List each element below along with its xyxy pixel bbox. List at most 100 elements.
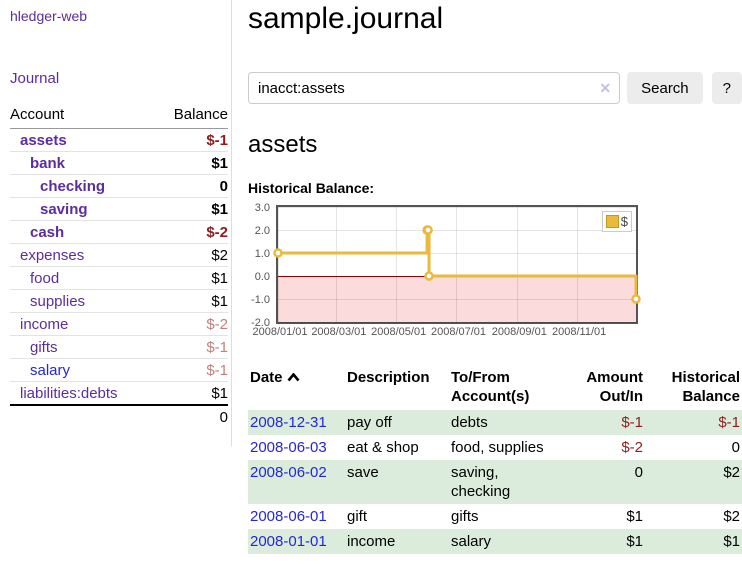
sidebar-item-journal[interactable]: Journal (10, 70, 60, 87)
account-row: salary $-1 (10, 358, 228, 382)
register-date-link[interactable]: 2008-06-02 (250, 464, 327, 481)
account-row: saving $1 (10, 197, 228, 221)
search-input[interactable] (248, 72, 621, 104)
account-link[interactable]: food (30, 269, 60, 287)
account-balance: $1 (211, 154, 228, 172)
account-balance: $1 (211, 292, 228, 310)
register-balance: $2 (723, 464, 740, 481)
register-row: 2008-06-02 save saving, checking 0 $2 (248, 460, 742, 504)
search-form: ✕ Search ? (248, 72, 742, 104)
account-link[interactable]: saving (40, 200, 88, 218)
account-row: assets $-1 (10, 128, 228, 152)
sidebar: hledger-web Journal Account Balance asse… (0, 0, 232, 446)
account-balance: $-1 (206, 131, 228, 149)
account-link[interactable]: gifts (30, 338, 58, 356)
accounts-table: Account Balance assets $-1 bank $1 check… (10, 102, 228, 429)
chart-gridline-horizontal (278, 298, 636, 300)
chart-gridline-vertical (576, 207, 578, 322)
account-balance: 0 (219, 177, 228, 195)
account-balance: $-1 (206, 361, 228, 379)
search-button[interactable]: Search (627, 72, 703, 104)
register-amount: $-1 (621, 414, 643, 431)
account-row: checking 0 (10, 174, 228, 198)
account-link[interactable]: assets (20, 131, 67, 149)
chart-xtick-label: 2008/05/01 (371, 326, 427, 338)
search-input-wrap: ✕ (248, 72, 621, 104)
account-row: food $1 (10, 266, 228, 290)
chart-gridline-horizontal (278, 321, 636, 323)
register-amount: 0 (634, 464, 643, 481)
app-brand-link[interactable]: hledger-web (10, 8, 88, 24)
account-row: expenses $2 (10, 243, 228, 267)
register-balance: $-1 (718, 414, 740, 431)
account-row: cash $-2 (10, 220, 228, 244)
chart-gridline-vertical (456, 207, 457, 322)
register-balance: $2 (723, 508, 740, 525)
chart-ylabels: 3.0 2.0 1.0 0.0 -1.0 -2.0 (248, 202, 272, 329)
account-balance: $1 (211, 384, 228, 402)
account-balance: $-2 (206, 223, 228, 241)
chart-gridline-vertical (277, 207, 279, 322)
account-link[interactable]: income (20, 315, 69, 333)
register-description: income (347, 533, 396, 550)
clear-search-icon[interactable]: ✕ (599, 80, 612, 96)
account-link[interactable]: supplies (30, 292, 86, 310)
chart-ytick-label: 2.0 (254, 225, 270, 237)
accounts-total-row: 0 (10, 405, 228, 429)
register-table: Date Description To/From Account(s) Amou… (248, 366, 742, 554)
register-accounts: salary (451, 533, 492, 550)
accounts-header-balance: Balance (173, 106, 228, 123)
register-header-amount: Amount Out/In (586, 369, 643, 405)
register-accounts: food, supplies (451, 439, 544, 456)
account-link[interactable]: expenses (20, 246, 85, 264)
help-button[interactable]: ? (711, 72, 742, 104)
register-accounts: debts (451, 414, 488, 431)
chart-negative-region (278, 276, 636, 322)
chart-data-point (631, 294, 641, 304)
register-amount: $1 (626, 533, 643, 550)
register-description: save (347, 464, 379, 481)
register-row: 2008-01-01 income salary $1 $1 (248, 529, 742, 554)
register-header-date[interactable]: Date (248, 366, 345, 410)
account-link[interactable]: liabilities:debts (20, 384, 118, 402)
chart-gridline-horizontal (278, 229, 636, 231)
chart-ytick-label: -2.0 (251, 317, 270, 329)
account-row: bank $1 (10, 151, 228, 175)
account-row: income $-2 (10, 312, 228, 336)
register-header-row: Date Description To/From Account(s) Amou… (248, 366, 742, 410)
chart-xlabels: 2008/01/01 2008/03/01 2008/05/01 2008/07/01… (252, 326, 640, 341)
register-row: 2008-06-01 gift gifts $1 $2 (248, 504, 742, 529)
account-balance: $1 (211, 200, 228, 218)
legend-swatch-icon (605, 215, 619, 228)
chart-gridline-horizontal (278, 252, 636, 254)
register-accounts: gifts (451, 508, 479, 525)
register-description: eat & shop (347, 439, 419, 456)
sort-ascending-icon (287, 368, 300, 387)
register-header-balance: Historical Balance (671, 369, 740, 405)
account-balance: $-2 (206, 315, 228, 333)
chart-xtick-label: 2008/11/01 (552, 326, 607, 338)
account-link[interactable]: checking (40, 177, 106, 195)
chart-plot: $ (273, 205, 641, 324)
account-link[interactable]: salary (30, 361, 71, 379)
register-row: 2008-06-03 eat & shop food, supplies $-2… (248, 435, 742, 460)
register-amount: $1 (626, 508, 643, 525)
accounts-total-spacer (10, 405, 155, 429)
register-date-link[interactable]: 2008-06-03 (250, 439, 327, 456)
chart-gridline-vertical (396, 207, 398, 322)
account-row: gifts $-1 (10, 335, 228, 359)
legend-label: $ (620, 214, 628, 229)
register-date-link[interactable]: 2008-06-01 (250, 508, 327, 525)
account-link[interactable]: bank (30, 154, 66, 172)
register-date-link[interactable]: 2008-12-31 (250, 414, 327, 431)
register-amount: $-2 (621, 439, 643, 456)
account-row: liabilities:debts $1 (10, 381, 228, 406)
account-link[interactable]: cash (30, 223, 65, 241)
chart-ytick-label: 1.0 (254, 248, 270, 260)
balance-chart: 3.0 2.0 1.0 0.0 -1.0 -2.0 $ 2008/01/01 2008/03… (248, 202, 742, 345)
chart-gridline-vertical (516, 207, 518, 322)
chart-xtick-label: 2008/01/01 (252, 326, 308, 338)
account-balance: $1 (211, 269, 228, 287)
accounts-header-account: Account (10, 106, 65, 123)
register-date-link[interactable]: 2008-01-01 (250, 533, 327, 550)
